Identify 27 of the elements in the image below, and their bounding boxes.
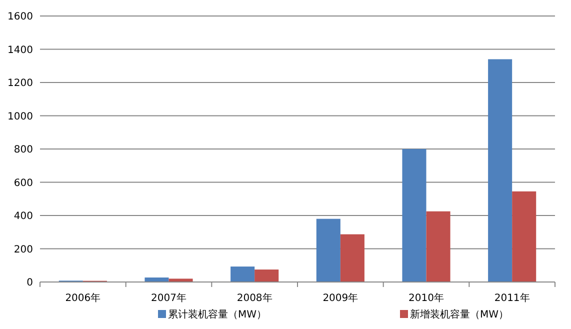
bar [230, 266, 255, 282]
bar [426, 211, 450, 282]
y-tick-label: 0 [26, 278, 33, 288]
x-tick-label: 2007年 [151, 292, 186, 304]
y-tick-label: 1600 [8, 12, 33, 22]
y-tick-label: 800 [14, 144, 33, 156]
legend-label: 累计装机容量（MW） [168, 308, 267, 320]
bar [144, 278, 169, 282]
bar [340, 234, 364, 282]
y-tick-label: 1400 [8, 44, 33, 56]
bar [254, 270, 279, 282]
x-tick-label: 2010年 [408, 292, 444, 304]
bar [402, 149, 426, 282]
x-tick-label: 2009年 [322, 292, 358, 304]
y-tick-label: 1200 [8, 78, 33, 89]
bar [512, 191, 536, 282]
bar [168, 278, 193, 282]
y-tick-label: 400 [14, 211, 33, 222]
y-tick-label: 200 [14, 244, 33, 256]
x-tick-label: 2011年 [494, 292, 530, 304]
x-tick-label: 2006年 [65, 292, 101, 304]
bar [316, 218, 340, 282]
y-tick-label: 1000 [8, 111, 33, 122]
legend-label: 新增装机容量（MW） [410, 308, 509, 320]
bar [488, 59, 512, 282]
x-tick-label: 2008年 [236, 292, 272, 304]
y-tick-label: 600 [14, 178, 33, 189]
